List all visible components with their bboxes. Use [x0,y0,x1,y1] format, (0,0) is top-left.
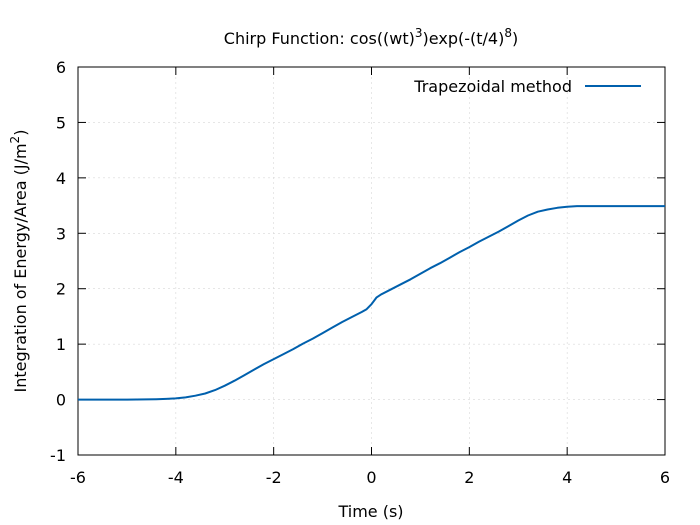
y-tick-label: -1 [50,446,66,465]
x-tick-label: -2 [266,468,282,487]
x-tick-label: 0 [366,468,376,487]
y-tick-label: 6 [56,58,66,77]
x-tick-label: 2 [464,468,474,487]
axis-ticks [77,66,666,456]
y-tick-label: 1 [56,335,66,354]
y-axis-label: Integration of Energy/Area (J/m2) [8,130,30,393]
x-tick-label: -4 [168,468,184,487]
x-tick-label: 6 [660,468,670,487]
x-tick-label: -6 [70,468,86,487]
plot-area-frame [77,66,666,456]
y-tick-label: 2 [56,280,66,299]
x-axis-label: Time (s) [337,502,403,521]
series-line-trapezoidal [78,205,665,401]
y-tick-label: 5 [56,113,66,132]
legend: Trapezoidal method [413,77,641,96]
y-tick-label: 3 [56,224,66,243]
axis-tick-labels: -6 -4 -2 0 2 4 6 -1 0 1 2 3 4 5 6 [50,58,670,487]
grid [78,67,665,455]
x-tick-label: 4 [562,468,572,487]
y-tick-label: 0 [56,391,66,410]
legend-label: Trapezoidal method [413,77,572,96]
y-tick-label: 4 [56,169,66,188]
chart-title: Chirp Function: cos((wt)3)exp(-(t/4)8) [224,26,518,48]
